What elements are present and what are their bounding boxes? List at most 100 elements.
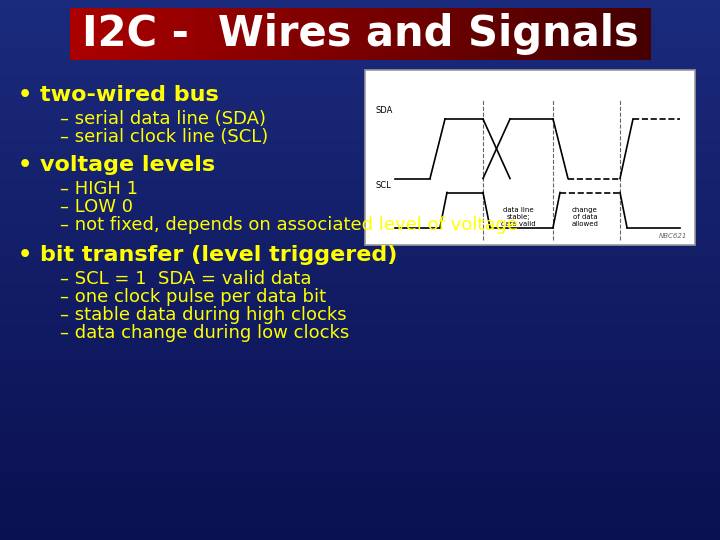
Bar — [0, 284, 720, 288]
Bar — [70, 8, 81, 60]
Bar — [0, 18, 720, 23]
Bar — [0, 216, 720, 220]
Bar — [0, 40, 720, 45]
Bar — [0, 153, 720, 158]
Bar — [0, 517, 720, 522]
Bar — [0, 405, 720, 409]
Bar — [0, 230, 720, 234]
Bar — [0, 301, 720, 306]
Bar — [0, 45, 720, 50]
Bar — [0, 239, 720, 243]
Bar — [0, 360, 720, 364]
Bar — [602, 8, 612, 60]
Bar — [0, 455, 720, 459]
Bar — [0, 36, 720, 40]
Bar — [0, 266, 720, 270]
Bar — [0, 513, 720, 517]
Bar — [0, 225, 720, 229]
Bar — [0, 68, 720, 72]
Bar — [0, 9, 720, 14]
Bar — [0, 135, 720, 139]
Bar — [0, 401, 720, 405]
Bar — [0, 54, 720, 58]
Bar — [495, 8, 506, 60]
Bar — [273, 8, 284, 60]
Bar — [0, 378, 720, 382]
Bar — [360, 8, 371, 60]
Bar — [157, 8, 168, 60]
Bar — [0, 446, 720, 450]
Bar — [0, 31, 720, 36]
Bar — [0, 472, 720, 477]
Bar — [611, 8, 622, 60]
Bar — [244, 8, 255, 60]
Bar — [0, 428, 720, 432]
Text: SDA: SDA — [375, 106, 392, 115]
Text: – not fixed, depends on associated level of voltage: – not fixed, depends on associated level… — [60, 216, 518, 234]
Bar — [0, 274, 720, 279]
Bar — [0, 162, 720, 166]
Bar — [505, 8, 516, 60]
Bar — [0, 495, 720, 500]
Bar — [0, 139, 720, 144]
Bar — [0, 320, 720, 324]
Bar — [418, 8, 428, 60]
Bar — [0, 423, 720, 428]
Bar — [534, 8, 544, 60]
Bar — [0, 247, 720, 252]
Bar — [0, 500, 720, 504]
Bar — [0, 418, 720, 423]
Bar — [234, 8, 245, 60]
Bar — [524, 8, 535, 60]
Bar — [365, 70, 695, 245]
Bar — [0, 459, 720, 463]
Bar — [0, 324, 720, 328]
Bar — [0, 328, 720, 333]
Bar — [351, 8, 361, 60]
Bar — [128, 8, 139, 60]
Bar — [0, 131, 720, 135]
Bar — [592, 8, 603, 60]
Bar — [0, 185, 720, 189]
Bar — [109, 8, 120, 60]
Bar — [0, 256, 720, 261]
Bar — [0, 220, 720, 225]
Bar — [563, 8, 574, 60]
Bar — [0, 171, 720, 176]
Bar — [0, 504, 720, 509]
Bar — [186, 8, 197, 60]
Bar — [0, 261, 720, 266]
Text: SCL: SCL — [375, 181, 391, 191]
Bar — [0, 450, 720, 455]
Bar — [0, 382, 720, 387]
Bar — [456, 8, 467, 60]
Bar — [476, 8, 487, 60]
Bar — [515, 8, 526, 60]
Bar — [0, 90, 720, 94]
Bar — [621, 8, 631, 60]
Bar — [196, 8, 207, 60]
Bar — [486, 8, 496, 60]
Bar — [0, 4, 720, 9]
Bar — [0, 270, 720, 274]
Bar — [0, 432, 720, 436]
Bar — [0, 234, 720, 239]
Text: – serial clock line (SCL): – serial clock line (SCL) — [60, 128, 269, 146]
Bar — [554, 8, 564, 60]
Bar — [0, 347, 720, 351]
Bar — [0, 436, 720, 441]
Bar — [0, 193, 720, 198]
Bar — [408, 8, 419, 60]
Bar — [0, 522, 720, 526]
Bar — [0, 536, 720, 540]
Bar — [0, 486, 720, 490]
Bar — [292, 8, 303, 60]
Bar — [0, 355, 720, 360]
Bar — [0, 0, 720, 4]
Bar — [0, 387, 720, 392]
Bar — [0, 297, 720, 301]
Bar — [0, 490, 720, 495]
Bar — [118, 8, 129, 60]
Bar — [148, 8, 158, 60]
Bar — [99, 8, 109, 60]
